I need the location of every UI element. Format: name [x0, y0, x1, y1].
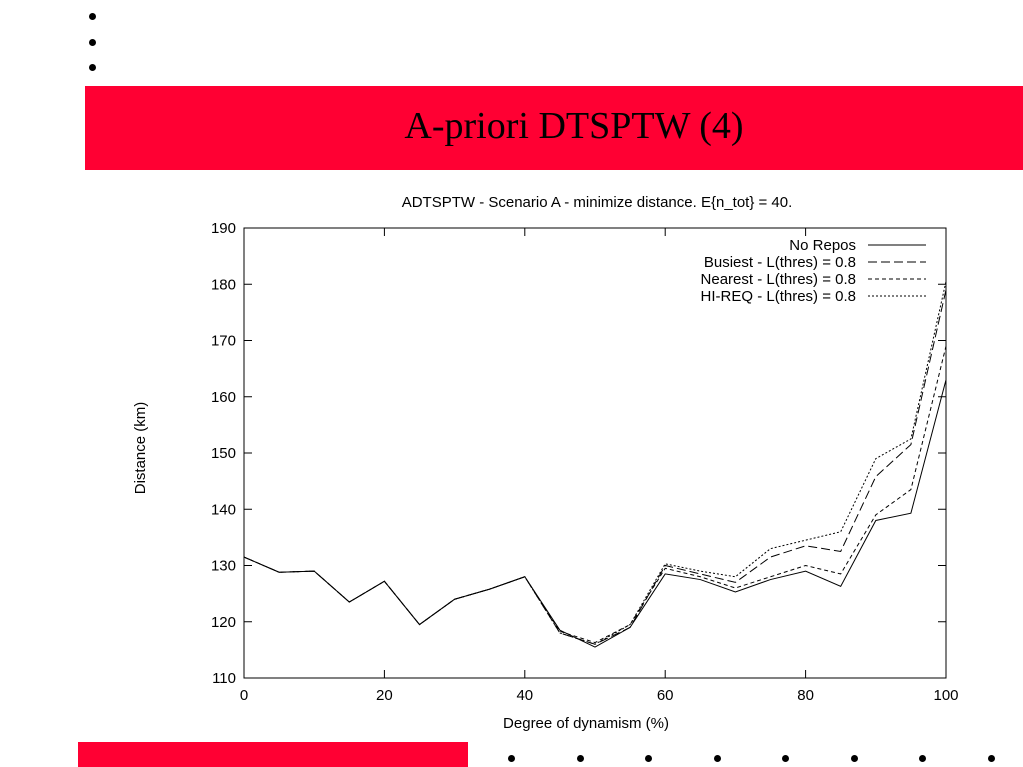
- bullet-point: [508, 755, 515, 762]
- bullet-point: [576, 755, 584, 762]
- y-tick-label: 150: [211, 445, 236, 462]
- y-tick-label: 170: [211, 333, 236, 350]
- bullet-point: [645, 755, 652, 762]
- y-tick-label: 160: [211, 389, 236, 406]
- y-tick-label: 130: [211, 558, 236, 575]
- line-chart: ADTSPTW - Scenario A - minimize distance…: [132, 194, 959, 732]
- bullet-point: [89, 64, 96, 71]
- x-tick-label: 0: [240, 687, 248, 704]
- legend-label: Nearest - L(thres) = 0.8: [701, 271, 856, 288]
- legend-label: Busiest - L(thres) = 0.8: [704, 254, 856, 271]
- bullet-point: [919, 755, 926, 762]
- x-axis-label: Degree of dynamism (%): [503, 715, 669, 732]
- bullet-point: [850, 755, 858, 762]
- legend-label: HI-REQ - L(thres) = 0.8: [701, 288, 856, 305]
- bullet-point: [89, 39, 96, 46]
- bullet-point: [89, 13, 96, 20]
- x-tick-label: 60: [657, 687, 674, 704]
- title-banner: A-priori DTSPTW (4): [85, 86, 1023, 170]
- bullet-point: [713, 755, 721, 762]
- y-tick-label: 120: [211, 614, 236, 631]
- x-tick-label: 40: [516, 687, 533, 704]
- y-tick-label: 190: [211, 220, 236, 237]
- y-tick-label: 140: [211, 501, 236, 518]
- y-tick-label: 110: [212, 670, 236, 687]
- series-line-2: [243, 346, 947, 644]
- x-tick-label: 20: [376, 687, 393, 704]
- x-tick-label: 100: [933, 687, 958, 704]
- slide-title: A-priori DTSPTW (4): [404, 105, 744, 147]
- series-line-1: [243, 289, 947, 645]
- y-axis-label: Distance (km): [132, 402, 149, 495]
- series-line-0: [243, 379, 947, 648]
- bottom-red-bar: [78, 742, 468, 767]
- chart-title: ADTSPTW - Scenario A - minimize distance…: [402, 194, 793, 211]
- legend-label: No Repos: [789, 237, 856, 254]
- x-tick-label: 80: [797, 687, 814, 704]
- bullet-point: [782, 755, 789, 762]
- y-tick-label: 180: [211, 276, 236, 293]
- bullet-point: [987, 755, 995, 762]
- series-line-3: [243, 281, 947, 645]
